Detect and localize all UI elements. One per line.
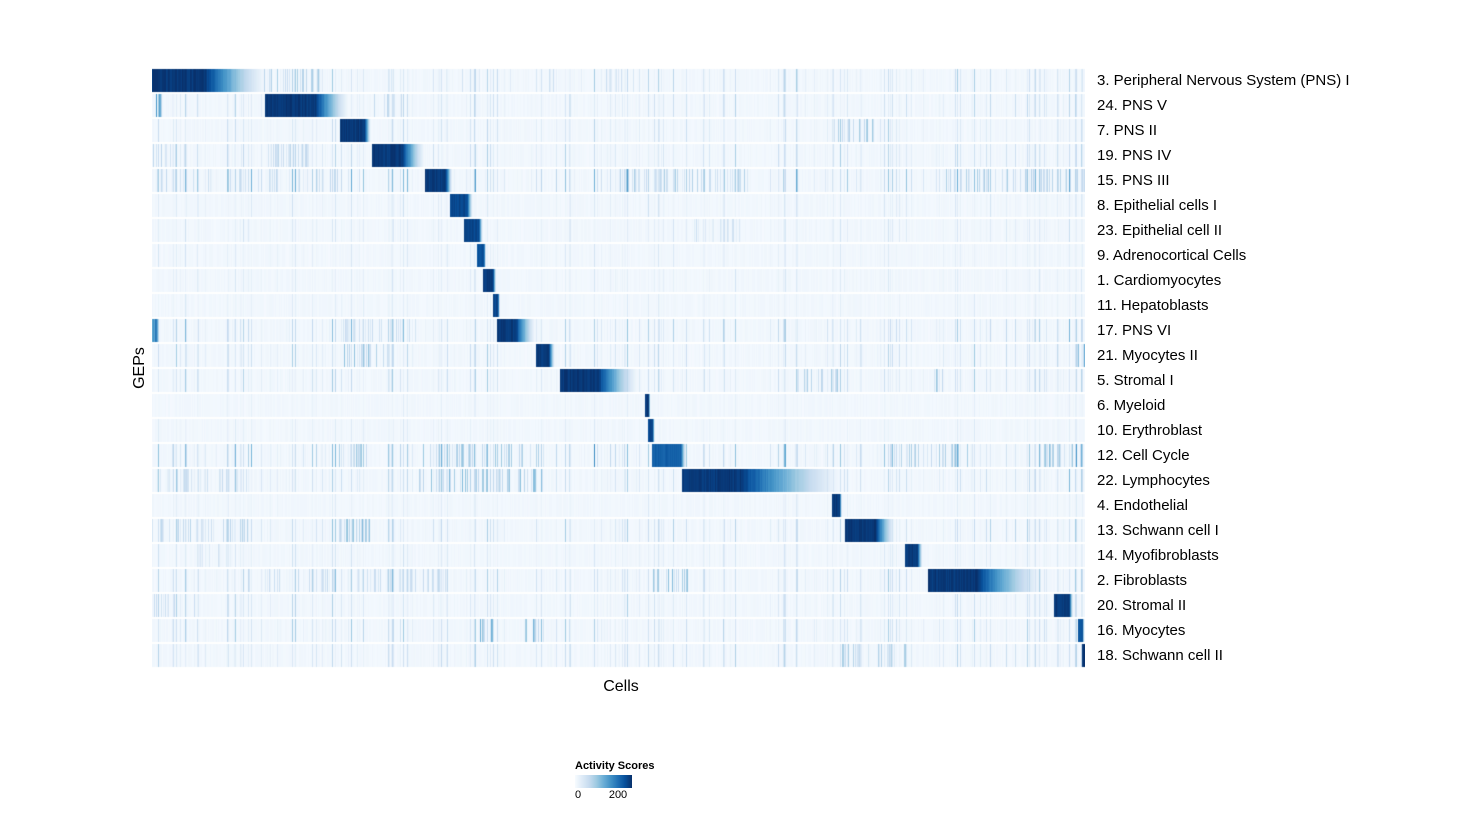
legend-title: Activity Scores	[575, 760, 655, 772]
gep-row-label: 7. PNS II	[1097, 122, 1158, 139]
gep-row-label: 11. Hepatoblasts	[1097, 297, 1209, 314]
gep-row-labels: 3. Peripheral Nervous System (PNS) I 24. …	[1097, 68, 1427, 668]
legend-gradient-bar	[575, 775, 632, 788]
gep-row-label: 19. PNS IV	[1097, 147, 1172, 164]
gep-row-label: 2. Fibroblasts	[1097, 572, 1188, 589]
gep-row-label: 4. Endothelial	[1097, 497, 1188, 514]
gep-row-label: 12. Cell Cycle	[1097, 447, 1190, 464]
gep-row-label: 17. PNS VI	[1097, 322, 1172, 339]
gep-row-label: 24. PNS V	[1097, 97, 1168, 114]
heatmap-canvas	[152, 68, 1085, 668]
gep-row-label: 16. Myocytes	[1097, 622, 1186, 639]
gep-row-label: 5. Stromal I	[1097, 372, 1174, 389]
gep-row-label: 9. Adrenocortical Cells	[1097, 247, 1247, 264]
gep-row-label: 20. Stromal II	[1097, 597, 1187, 614]
gep-row-label: 6. Myeloid	[1097, 397, 1166, 414]
gep-row-label: 1. Cardiomyocytes	[1097, 272, 1222, 289]
gep-row-label: 15. PNS III	[1097, 172, 1170, 189]
y-axis-label: GEPs	[131, 347, 148, 389]
legend-min-label: 0	[574, 789, 582, 801]
gep-row-label: 14. Myofibroblasts	[1097, 547, 1219, 564]
activity-scores-legend: Activity Scores 0 200	[575, 760, 715, 803]
legend-max-label: 200	[608, 789, 628, 801]
gep-row-label: 23. Epithelial cell II	[1097, 222, 1223, 239]
legend-ticks: 0 200	[575, 789, 632, 803]
gep-row-label: 22. Lymphocytes	[1097, 472, 1210, 489]
gep-row-label: 8. Epithelial cells I	[1097, 197, 1218, 214]
gep-row-label: 21. Myocytes II	[1097, 347, 1198, 364]
gep-row-label: 18. Schwann cell II	[1097, 647, 1223, 664]
gep-row-label: 10. Erythroblast	[1097, 422, 1203, 439]
x-axis-label: Cells	[603, 678, 639, 695]
gep-row-label: 13. Schwann cell I	[1097, 522, 1219, 539]
gep-row-label: 3. Peripheral Nervous System (PNS) I	[1097, 72, 1350, 89]
